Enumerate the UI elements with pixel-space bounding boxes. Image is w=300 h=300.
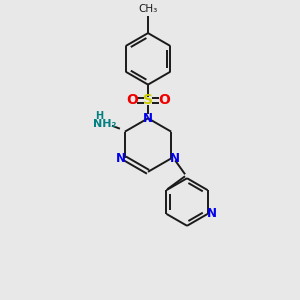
Text: N: N <box>116 152 126 165</box>
Text: O: O <box>126 94 138 107</box>
Text: H: H <box>95 111 103 121</box>
Text: CH₃: CH₃ <box>138 4 158 14</box>
Text: NH₂: NH₂ <box>93 119 117 129</box>
Text: N: N <box>143 112 153 125</box>
Text: N: N <box>207 207 217 220</box>
Text: O: O <box>158 94 170 107</box>
Text: N: N <box>170 152 180 165</box>
Text: S: S <box>143 94 153 107</box>
